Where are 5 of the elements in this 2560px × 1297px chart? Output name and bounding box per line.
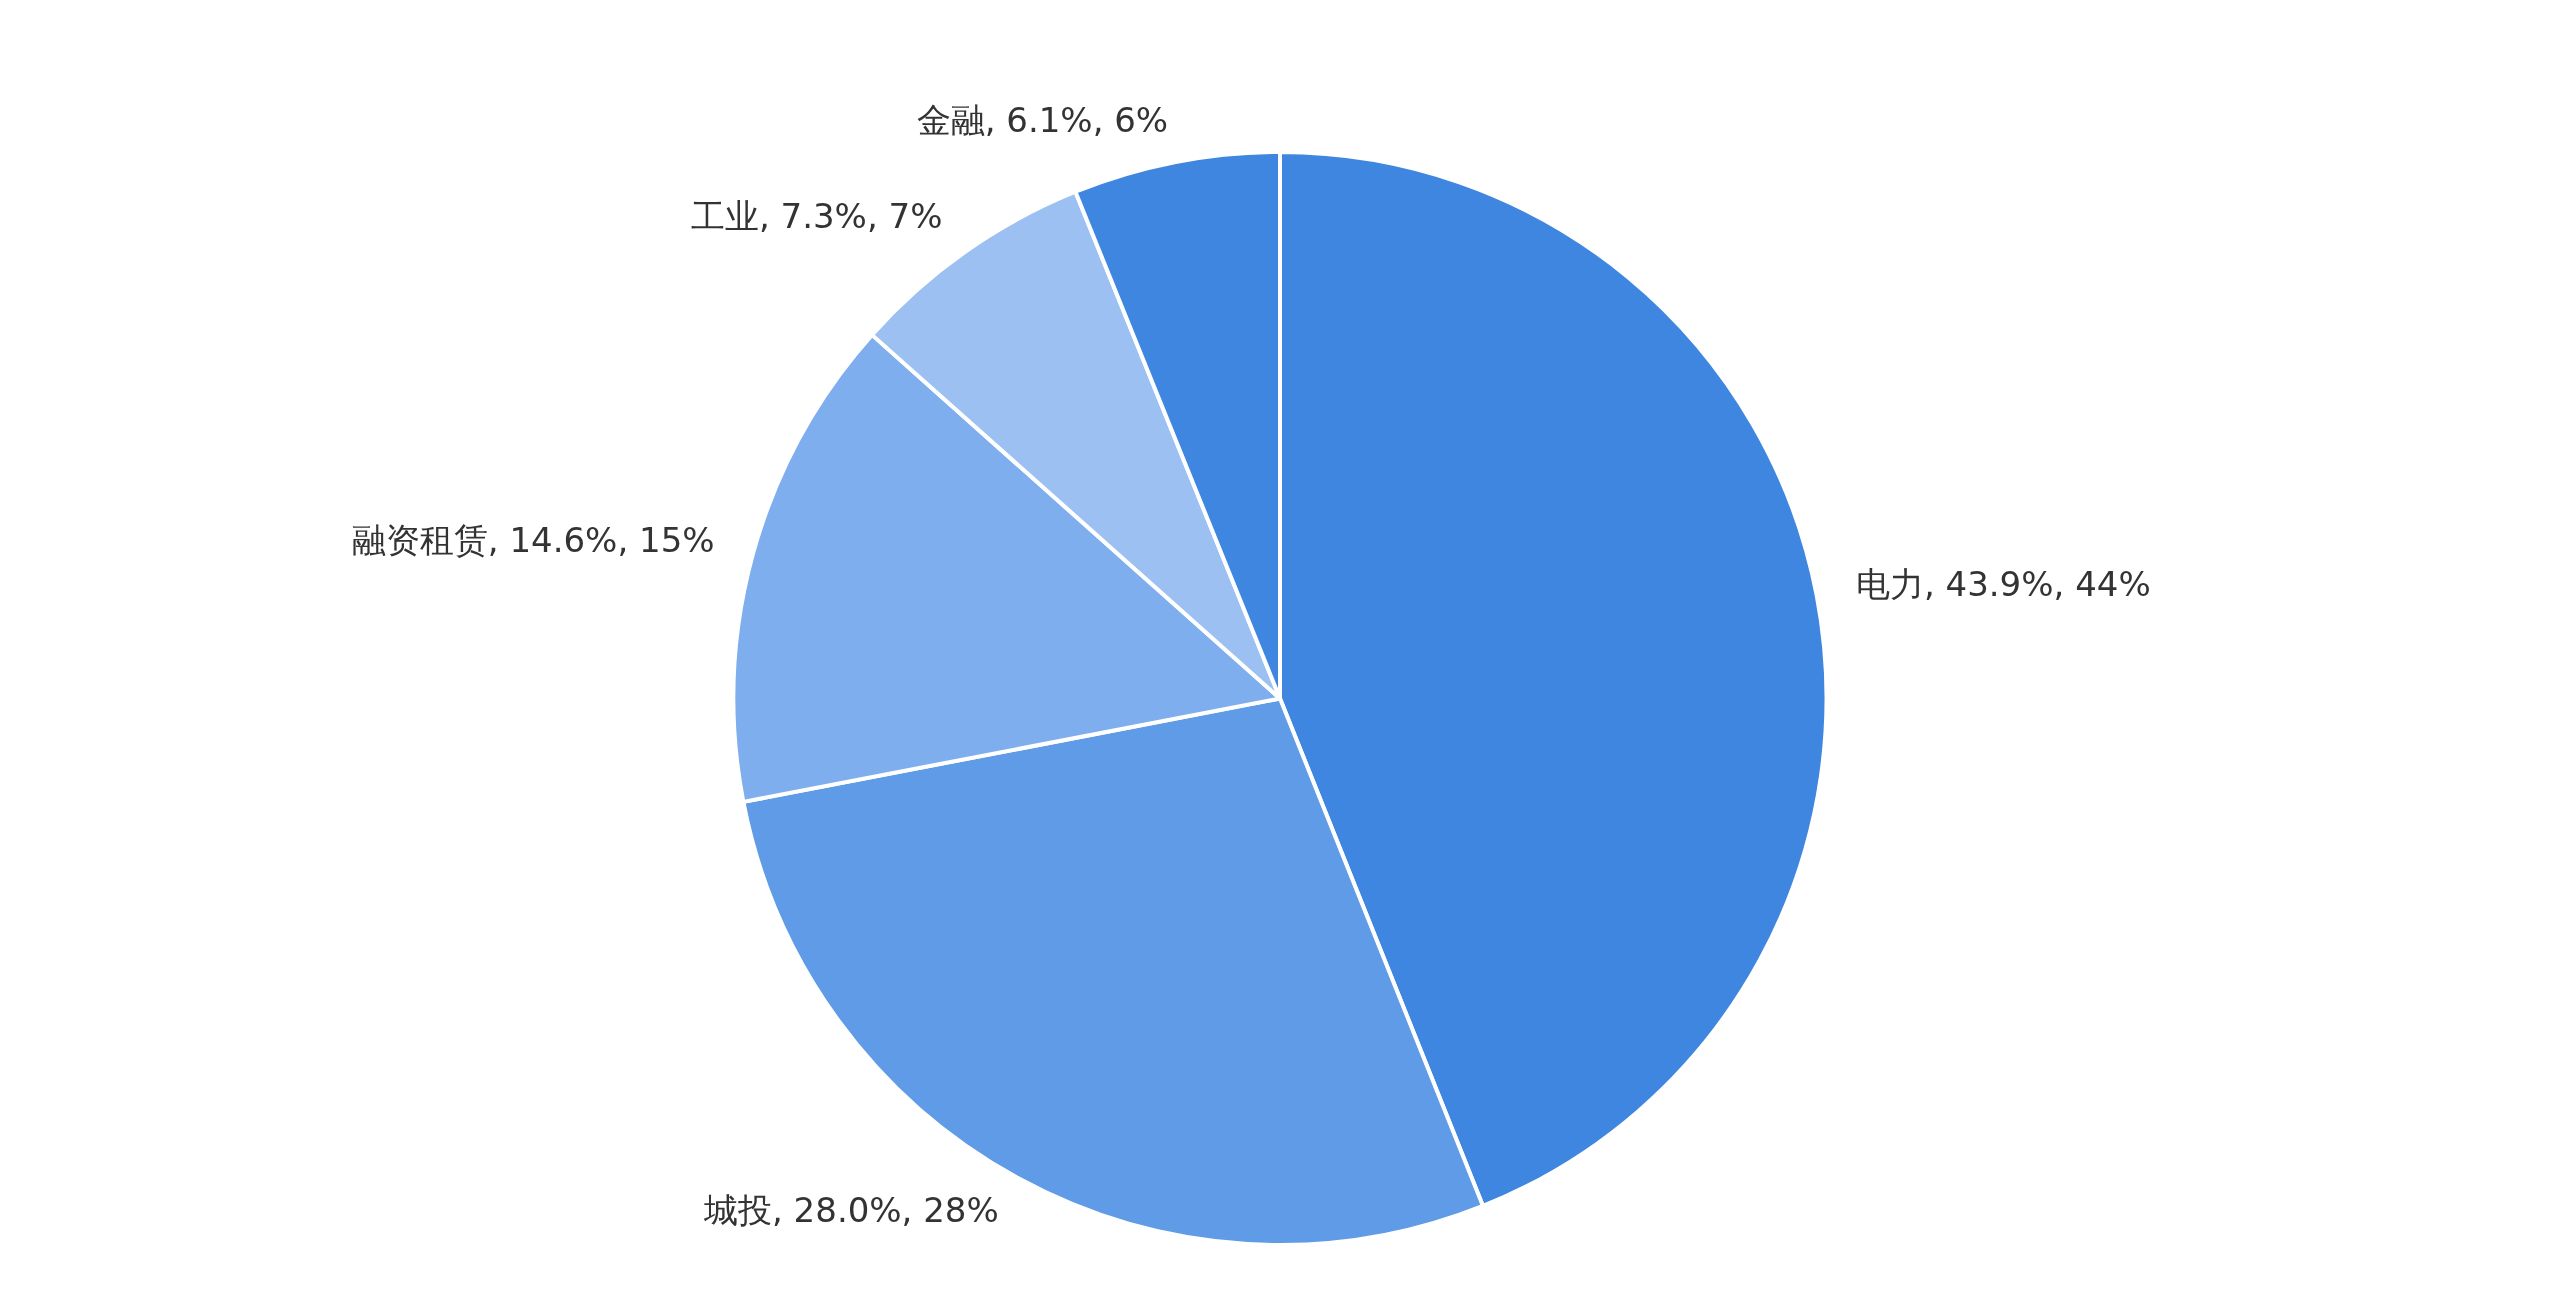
slice-label: 电力, 43.9%, 44%	[1855, 564, 2151, 605]
slice-label: 工业, 7.3%, 7%	[690, 195, 943, 236]
slice-label: 金融, 6.1%, 6%	[916, 99, 1169, 140]
slice-label: 城投, 28.0%, 28%	[703, 1190, 999, 1231]
slice-label: 融资租赁, 14.6%, 15%	[351, 519, 715, 560]
